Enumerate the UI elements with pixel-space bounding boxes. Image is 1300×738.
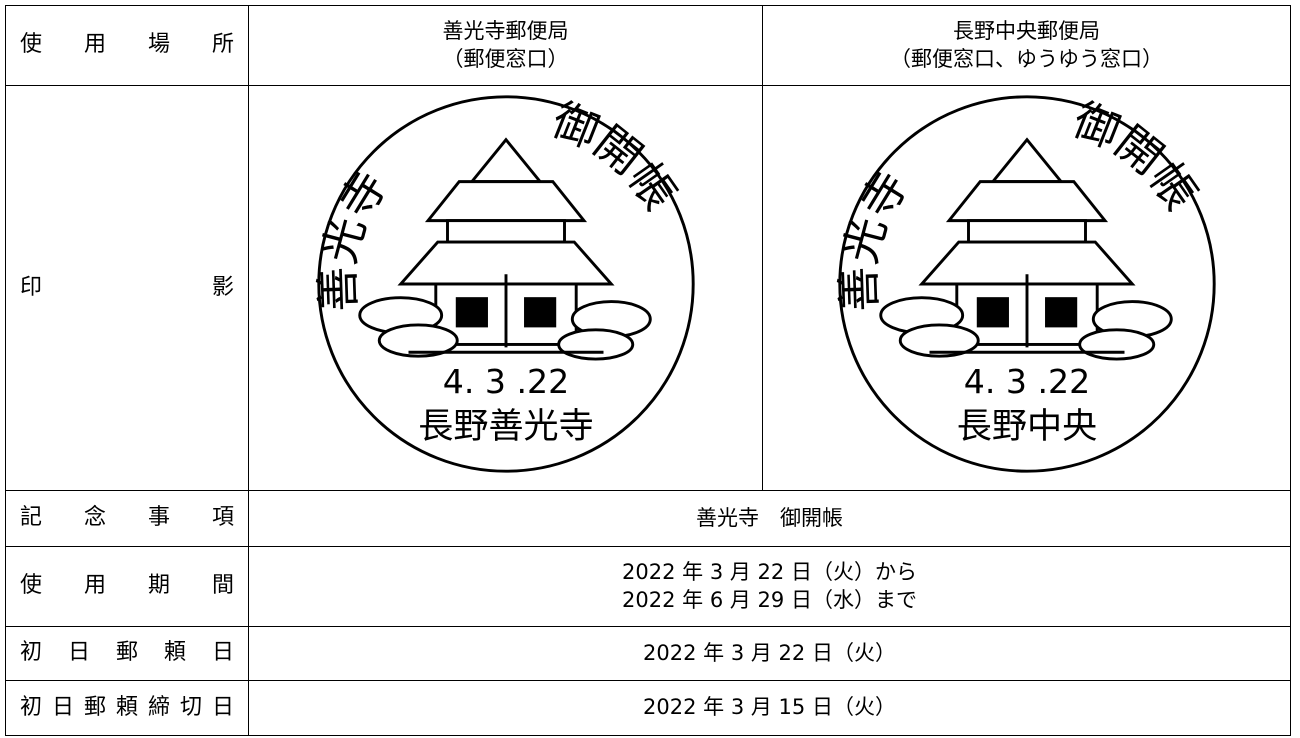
temple [357, 137, 652, 361]
label: 印 影 [5, 85, 249, 491]
value-line: 2022 年 3 月 22 日（火） [643, 640, 896, 665]
label: 初 日 郵 頼 日 [5, 626, 249, 681]
label: 記 念 事 項 [5, 490, 249, 547]
office: 善光寺郵便局 （郵便窓口） [248, 5, 763, 86]
temple-part [377, 323, 459, 358]
arc-text: 善光寺 [832, 162, 919, 312]
temple-part [966, 219, 1087, 244]
stamp-cell: 善光寺 御開帳 4. 3 .22 長野善光寺 [248, 85, 763, 491]
temple-part [945, 180, 1108, 223]
temple-part [898, 323, 980, 358]
label: 使 用 期 間 [5, 546, 249, 627]
stamp-place: 長野善光寺 [418, 406, 593, 447]
temple-part [445, 219, 566, 244]
stamp-date: 4. 3 .22 [442, 363, 568, 402]
temple-part [455, 297, 488, 328]
temple-part [1077, 328, 1155, 361]
value: 善光寺 御開帳 [248, 490, 1291, 547]
stamp-table: 使 用 場 所 善光寺郵便局 （郵便窓口） 長野中央郵便局 （郵便窓口、ゆうゆう窓口… [5, 5, 1291, 736]
stamp-date: 4. 3 .22 [963, 363, 1089, 402]
stamp-ring [316, 95, 695, 474]
office: 長野中央郵便局 （郵便窓口、ゆうゆう窓口） [762, 5, 1291, 86]
value: 2022 年 3 月 22 日（火）から 2022 年 6 月 29 日（水）まで [248, 546, 1291, 627]
row: 初日郵頼締切日 2022 年 3 月 15 日（火） [5, 680, 1291, 736]
temple-part [556, 328, 634, 361]
stamp-ring [837, 95, 1216, 474]
label: 初日郵頼締切日 [5, 680, 249, 736]
temple-part [976, 297, 1009, 328]
arc-text: 善光寺 [311, 162, 398, 312]
value-line: 2022 年 3 月 15 日（火） [643, 695, 896, 720]
temple [878, 137, 1173, 361]
stamp-place: 長野中央 [956, 406, 1096, 447]
temple-part [468, 137, 543, 184]
row: 使 用 期 間 2022 年 3 月 22 日（火）から 2022 年 6 月 29… [5, 546, 1291, 627]
temple-part [424, 180, 587, 223]
temple-part [989, 137, 1064, 184]
value: 2022 年 3 月 22 日（火） [248, 626, 1291, 681]
header-row: 使 用 場 所 善光寺郵便局 （郵便窓口） 長野中央郵便局 （郵便窓口、ゆうゆう窓口… [5, 5, 1291, 86]
value-line: 2022 年 6 月 29 日（水）まで [622, 587, 917, 612]
office-counters: （郵便窓口） [442, 46, 569, 71]
value-line: 2022 年 3 月 22 日（火）から [622, 560, 917, 585]
temple-part [523, 297, 556, 328]
temple-part [1044, 297, 1077, 328]
label: 使 用 場 所 [5, 5, 249, 86]
office-counters: （郵便窓口、ゆうゆう窓口） [890, 46, 1163, 71]
row: 記 念 事 項 善光寺 御開帳 [5, 490, 1291, 547]
stamp-text: 善光寺 [311, 162, 398, 312]
value-line: 善光寺 御開帳 [696, 505, 843, 530]
value: 2022 年 3 月 15 日（火） [248, 680, 1291, 736]
office-name: 善光寺郵便局 [442, 19, 569, 44]
office-name: 長野中央郵便局 [953, 19, 1100, 44]
stamp-row: 印 影 善光寺 御開帳 4. 3 .22 長野善光寺 善光寺 御開帳 4. 3 .22 長野… [5, 85, 1291, 491]
stamp-cell: 善光寺 御開帳 4. 3 .22 長野中央 [762, 85, 1291, 491]
row: 初 日 郵 頼 日 2022 年 3 月 22 日（火） [5, 626, 1291, 681]
stamp-text: 善光寺 [832, 162, 919, 312]
